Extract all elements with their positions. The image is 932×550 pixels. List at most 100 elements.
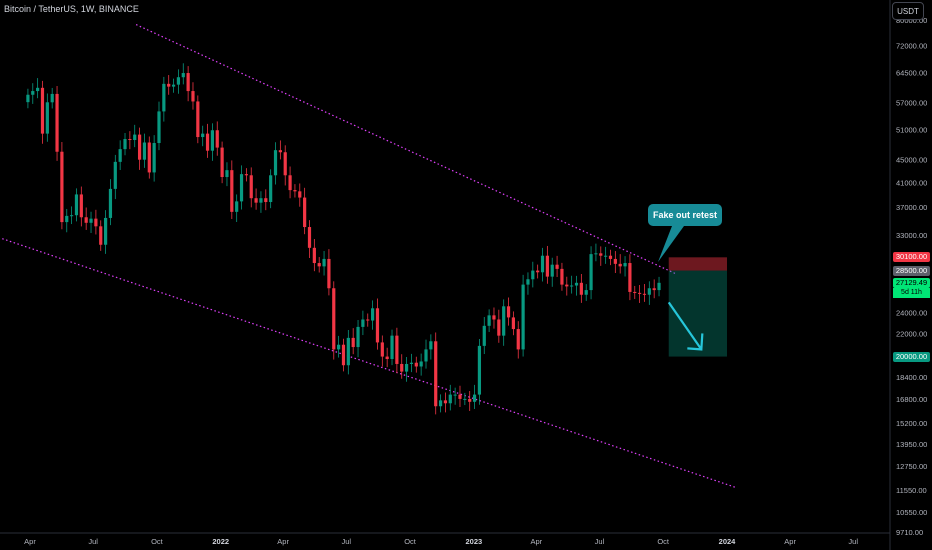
- candle-body: [361, 319, 365, 327]
- candle-body: [79, 194, 83, 218]
- candle: [215, 121, 219, 156]
- price-tick-label: 37000.00: [896, 203, 927, 212]
- candle: [555, 255, 559, 278]
- candle: [463, 392, 467, 406]
- candle: [249, 167, 253, 208]
- candle-body: [74, 194, 79, 216]
- candle-body: [128, 139, 132, 141]
- candle: [642, 284, 647, 302]
- candle-body: [545, 255, 549, 277]
- symbol-title[interactable]: Bitcoin / TetherUS, 1W, BINANCE: [4, 4, 139, 14]
- candles-layer: [26, 63, 661, 415]
- candle-body: [40, 87, 45, 134]
- candle-body: [94, 218, 98, 227]
- candle-body: [137, 134, 142, 160]
- candle-body: [574, 282, 579, 286]
- candle: [60, 141, 64, 230]
- candle: [341, 338, 346, 372]
- candle-body: [278, 150, 282, 153]
- time-tick-label: Jul: [595, 537, 605, 546]
- candle: [351, 328, 355, 355]
- candle: [152, 135, 156, 182]
- candle-body: [133, 134, 137, 141]
- candle: [453, 387, 457, 405]
- candle-body: [201, 133, 205, 138]
- time-axis[interactable]: Apr Jul Oct 2022 Apr Jul Oct 2023 Apr Jul Oct 2024 A…: [0, 532, 890, 546]
- candle-body: [424, 349, 428, 362]
- candle-body: [395, 335, 399, 364]
- candle-body: [118, 149, 122, 162]
- time-tick-label: Oct: [404, 537, 417, 546]
- price-tick-label: 64500.00: [896, 68, 927, 77]
- candle-body: [50, 93, 54, 103]
- candle-body: [327, 258, 331, 289]
- price-tick-label: 57000.00: [896, 98, 927, 107]
- candle: [142, 133, 147, 168]
- candle-body: [482, 325, 486, 346]
- price-axis[interactable]: 80000.00 72000.00 64500.00 57000.00 51000.00…: [889, 0, 927, 550]
- candle-body: [303, 197, 307, 228]
- current-price-tag: 27129.49: [893, 277, 930, 288]
- candle: [201, 125, 205, 147]
- candle-body: [618, 263, 622, 267]
- candle-body: [264, 198, 268, 203]
- candle-body: [162, 83, 166, 112]
- price-tick-label: 51000.00: [896, 125, 927, 134]
- candle: [128, 131, 132, 150]
- candle-body: [589, 254, 593, 291]
- drawings-back-layer: [2, 24, 737, 489]
- candle-body: [497, 319, 501, 336]
- candle: [414, 356, 418, 373]
- price-tick-label: 13950.00: [896, 440, 927, 449]
- candle-body: [375, 308, 380, 343]
- candle-body: [65, 215, 69, 223]
- time-tick-label: 2022: [212, 537, 229, 546]
- candle: [191, 82, 195, 110]
- candle-body: [628, 263, 632, 292]
- candle-body: [633, 291, 637, 293]
- price-tick-label: 9710.00: [896, 528, 923, 537]
- time-tick-label: Apr: [277, 537, 289, 546]
- candle: [366, 313, 370, 327]
- time-tick-label: Jul: [341, 537, 351, 546]
- candle: [540, 247, 545, 282]
- candle: [133, 124, 137, 148]
- candle: [157, 101, 161, 151]
- candle-body: [385, 356, 389, 360]
- candle: [584, 284, 588, 301]
- candle-body: [235, 201, 239, 212]
- stop-price-tag: 30100.00: [893, 252, 930, 263]
- candle-body: [521, 284, 525, 350]
- candle: [113, 154, 117, 200]
- candle: [79, 186, 83, 227]
- candle-body: [540, 255, 545, 273]
- price-tick-label: 24000.00: [896, 308, 927, 317]
- currency-button[interactable]: USDT: [892, 2, 924, 20]
- candle: [438, 394, 443, 413]
- candle-body: [409, 362, 414, 364]
- candle-body: [516, 329, 520, 350]
- candle: [477, 338, 482, 405]
- bar-countdown-tag: 5d 11h: [893, 287, 930, 298]
- candle: [147, 136, 151, 179]
- time-tick-label: Oct: [657, 537, 670, 546]
- candle-body: [31, 91, 35, 95]
- candle-body: [26, 94, 30, 103]
- candle-body: [492, 315, 496, 320]
- fake-out-callout[interactable]: Fake out retest: [648, 204, 722, 226]
- time-tick-label: 2024: [719, 537, 737, 546]
- candle-body: [337, 344, 341, 350]
- candle-body: [346, 337, 350, 366]
- candle: [492, 307, 496, 329]
- candle: [322, 251, 326, 276]
- channel-lower-line: [2, 238, 737, 489]
- candle: [521, 274, 525, 357]
- callout-pointer: [658, 226, 684, 262]
- candle-body: [312, 247, 316, 264]
- candle-body: [341, 344, 346, 366]
- candle-body: [108, 188, 113, 218]
- candle-body: [613, 258, 617, 264]
- candle-body: [390, 335, 394, 360]
- candle-body: [307, 227, 312, 248]
